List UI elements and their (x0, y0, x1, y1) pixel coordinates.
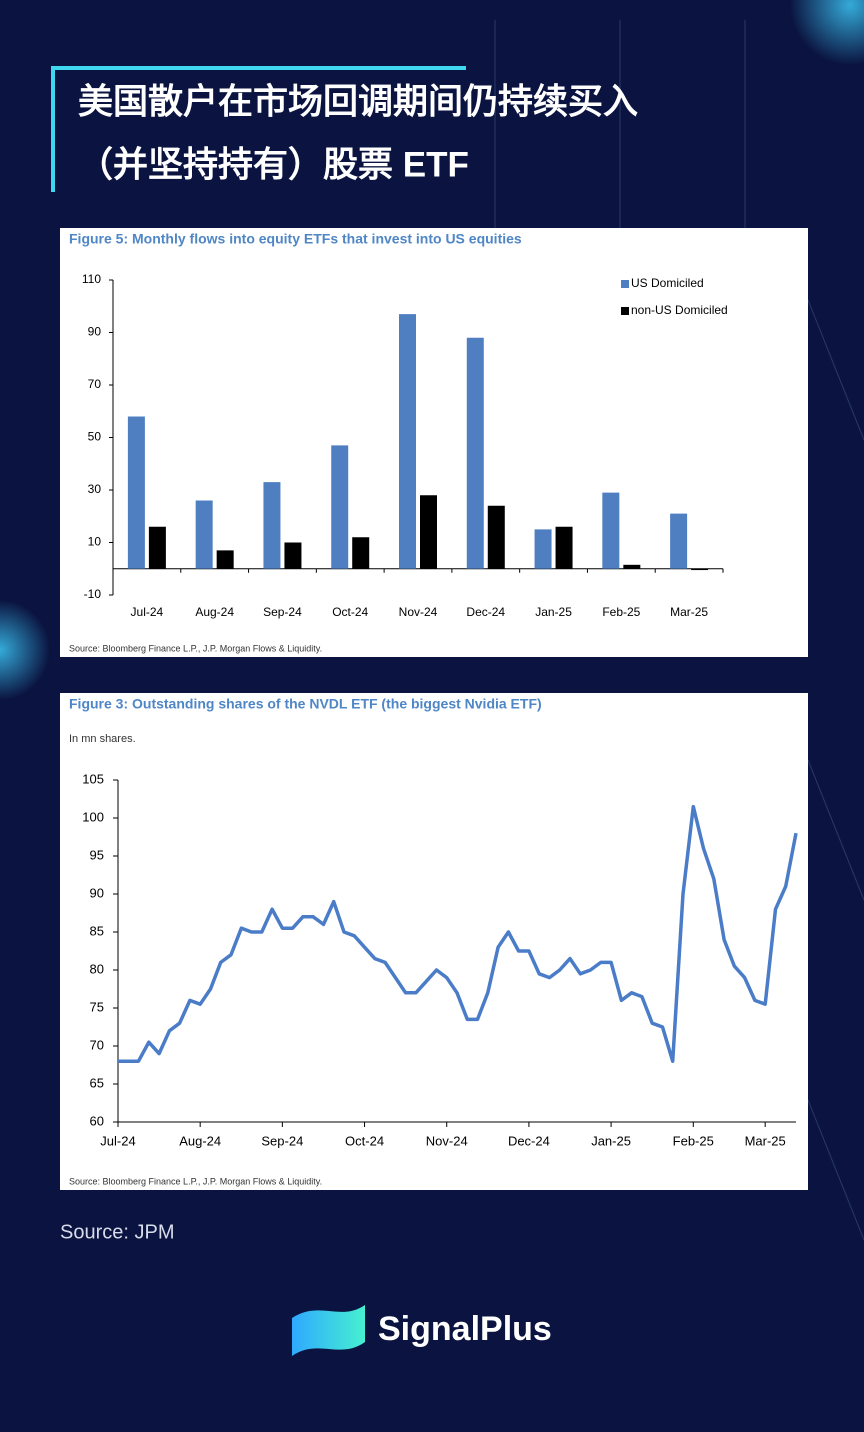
x-tick-label: Mar-25 (670, 605, 708, 619)
chart-source: Source: Bloomberg Finance L.P., J.P. Mor… (69, 643, 322, 653)
x-tick-label: Jul-24 (100, 1133, 135, 1148)
chart-panel (60, 693, 808, 1190)
x-tick-label: Mar-25 (745, 1133, 786, 1148)
y-tick-label: -10 (84, 587, 102, 601)
y-tick-label: 80 (90, 961, 104, 976)
bar (127, 416, 145, 569)
y-tick-label: 50 (88, 430, 102, 444)
legend-label: non-US Domiciled (631, 303, 728, 317)
bar (623, 564, 641, 569)
chart-panel (60, 228, 808, 657)
x-tick-label: Aug-24 (179, 1133, 221, 1148)
bar (420, 495, 437, 569)
bar (399, 314, 416, 569)
y-tick-label: 10 (88, 535, 102, 549)
bar (352, 537, 370, 569)
page-title: （并坚持持有）股票 ETF (78, 145, 469, 184)
chart-subtitle: In mn shares. (69, 733, 136, 745)
x-tick-label: Nov-24 (426, 1133, 468, 1148)
bar (195, 500, 213, 569)
source: Source: JPM (60, 1221, 174, 1243)
bar (331, 445, 349, 569)
legend-swatch (621, 280, 629, 288)
x-tick-label: Sep-24 (263, 605, 302, 619)
chart-title: Figure 3: Outstanding shares of the NVDL… (69, 696, 542, 712)
bar (487, 505, 505, 569)
bar (691, 568, 709, 571)
x-tick-label: Feb-25 (673, 1133, 714, 1148)
x-tick-label: Oct-24 (345, 1133, 384, 1148)
chart-source: Source: Bloomberg Finance L.P., J.P. Mor… (69, 1176, 322, 1186)
x-tick-label: Oct-24 (332, 605, 368, 619)
x-tick-label: Sep-24 (261, 1133, 303, 1148)
bar (284, 542, 302, 569)
glow (790, 0, 864, 65)
y-tick-label: 95 (90, 847, 104, 862)
x-tick-label: Jan-25 (591, 1133, 631, 1148)
page-title: 美国散户在市场回调期间仍持续买入 (78, 82, 638, 121)
y-tick-label: 110 (82, 272, 101, 286)
bar (466, 337, 484, 569)
line (118, 804, 798, 1063)
y-tick-label: 85 (90, 923, 104, 938)
y-tick-label: 65 (90, 1075, 104, 1090)
y-tick-label: 60 (90, 1113, 104, 1128)
y-tick-label: 70 (88, 377, 102, 391)
x-tick-label: Aug-24 (195, 605, 234, 619)
y-tick-label: 105 (82, 771, 104, 786)
title-frame (51, 66, 466, 192)
y-tick-label: 70 (90, 1037, 104, 1052)
bar (148, 526, 166, 569)
y-tick-label: 30 (88, 482, 102, 496)
x-tick-label: Feb-25 (602, 605, 640, 619)
bar (216, 550, 234, 569)
decor-lines (494, 20, 864, 1241)
legend-label: US Domiciled (631, 276, 704, 290)
x-tick-label: Dec-24 (466, 605, 505, 619)
y-tick-label: 90 (88, 325, 102, 339)
legend-swatch (621, 307, 629, 315)
x-tick-label: Dec-24 (508, 1133, 550, 1148)
y-tick-label: 100 (82, 809, 104, 824)
glow (0, 600, 50, 700)
x-tick-label: Jul-24 (131, 605, 164, 619)
logo-icon (292, 1305, 365, 1356)
bar (263, 482, 281, 569)
chart-title: Figure 5: Monthly flows into equity ETFs… (69, 231, 522, 247)
bar (670, 513, 688, 569)
bar (555, 526, 573, 569)
bar (534, 529, 552, 569)
y-tick-label: 75 (90, 999, 104, 1014)
x-tick-label: Nov-24 (399, 605, 438, 619)
bar (602, 492, 620, 569)
x-tick-label: Jan-25 (535, 605, 572, 619)
brand: SignalPlus (378, 1310, 552, 1348)
y-tick-label: 90 (90, 885, 104, 900)
